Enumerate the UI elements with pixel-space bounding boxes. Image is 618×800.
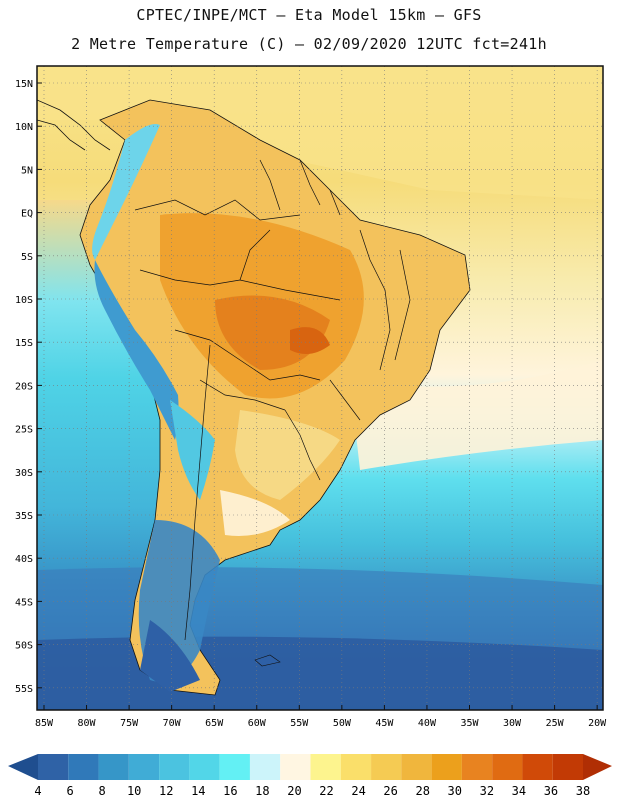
colorbar-label: 24: [351, 784, 365, 798]
latitude-label: 45S: [15, 597, 33, 608]
latitude-label: 30S: [15, 468, 33, 479]
latitude-label: 15S: [15, 338, 33, 349]
southern-cone-warm-region: [235, 410, 340, 500]
colorbar-box: [340, 754, 372, 780]
colorbar-label: 32: [480, 784, 494, 798]
colorbar-label: 26: [383, 784, 397, 798]
falkland-islands: [254, 654, 281, 667]
latitude-label: 55S: [15, 684, 33, 695]
longitude-label: 80W: [78, 718, 97, 729]
longitude-label: 45W: [375, 718, 394, 729]
colorbar-label: 14: [191, 784, 205, 798]
colorbar-label: 12: [159, 784, 173, 798]
colorbar-labels: 4 6 8 10 12 14 16 18 20 22 24 26 28 30 32 34 36 38: [34, 784, 590, 798]
colorbar-label: 6: [66, 784, 73, 798]
andes-south-cool-strip: [170, 400, 215, 500]
longitude-label: 70W: [163, 718, 182, 729]
colorbar-box: [159, 754, 190, 780]
temperature-map: 15N 10N 5N EQ 5S 10S 15S 20S 25S 30S 35S 40S 45S 50S 5…: [15, 65, 607, 729]
colorbar-label: 30: [448, 784, 462, 798]
longitude-label: 75W: [120, 718, 139, 729]
latitude-label: 10N: [15, 122, 33, 133]
longitude-label: 40W: [418, 718, 437, 729]
colorbar-high-arrow: [583, 754, 612, 780]
colorbar-label: 20: [287, 784, 301, 798]
latitude-label: 25S: [15, 425, 33, 436]
colorbar-boxes: [38, 754, 583, 780]
field-layer: [37, 66, 603, 710]
colorbar-box: [522, 754, 553, 780]
andes-north-cold-strip: [92, 124, 160, 260]
colorbar-box: [189, 754, 220, 780]
pampas-mild-region: [220, 490, 290, 536]
colorbar-box: [128, 754, 160, 780]
colorbar-low-arrow: [8, 754, 38, 780]
colorbar-label: 16: [223, 784, 237, 798]
longitude-label: 30W: [503, 718, 522, 729]
latitude-label: 40S: [15, 554, 33, 565]
caribbean-warm-field: [37, 66, 603, 200]
colorbar-box: [68, 754, 99, 780]
colorbar-box: [431, 754, 462, 780]
colorbar-box: [371, 754, 402, 780]
latitude-label: 15N: [15, 79, 33, 90]
far-south-band: [37, 636, 603, 710]
colorbar-box: [492, 754, 523, 780]
peak-heat-spot: [290, 327, 330, 354]
longitude-labels: 85W 80W 75W 70W 65W 60W 55W 50W 45W 40W 35W 30W 25W 2…: [35, 705, 607, 729]
latitude-label: 20S: [15, 381, 33, 392]
longitude-label: 60W: [248, 718, 267, 729]
map-title-line-1: CPTEC/INPE/MCT – Eta Model 15km – GFS: [136, 6, 482, 24]
map-title-line-2: 2 Metre Temperature (C) – 02/09/2020 12U…: [71, 35, 547, 53]
latitude-label: EQ: [21, 209, 33, 220]
colorbar: 4 6 8 10 12 14 16 18 20 22 24 26 28 30 32 34 36 38: [8, 754, 612, 798]
colorbar-label: 36: [544, 784, 558, 798]
latitude-label: 5S: [21, 252, 33, 263]
longitude-label: 25W: [546, 718, 565, 729]
longitude-label: 85W: [35, 718, 54, 729]
longitude-label: 55W: [290, 718, 309, 729]
colorbar-box: [219, 754, 250, 780]
colorbar-box: [38, 754, 69, 780]
longitude-label: 20W: [588, 718, 607, 729]
colorbar-label: 4: [34, 784, 41, 798]
latitude-label: 10S: [15, 295, 33, 306]
andes-central-cold-strip: [94, 260, 179, 440]
longitude-label: 35W: [460, 718, 479, 729]
colorbar-label: 10: [127, 784, 141, 798]
colorbar-box: [552, 754, 583, 780]
colorbar-box: [401, 754, 432, 780]
colorbar-box: [310, 754, 341, 780]
map-frame: [36, 65, 604, 711]
colorbar-label: 8: [99, 784, 106, 798]
longitude-label: 50W: [333, 718, 352, 729]
latitude-label: 35S: [15, 511, 33, 522]
central-america-coast: [37, 99, 111, 151]
colorbar-box: [461, 754, 493, 780]
tierra-del-fuego-cold: [140, 620, 200, 692]
colorbar-box: [280, 754, 311, 780]
lat-lon-grid: [37, 66, 603, 710]
colorbar-label: 38: [576, 784, 590, 798]
country-borders: [134, 159, 411, 641]
latitude-label: 5N: [21, 165, 33, 176]
colorbar-label: 18: [255, 784, 269, 798]
colorbar-box: [98, 754, 129, 780]
longitude-label: 65W: [205, 718, 224, 729]
colorbar-box: [249, 754, 281, 780]
latitude-label: 50S: [15, 641, 33, 652]
colorbar-label: 28: [415, 784, 429, 798]
colorbar-label: 22: [319, 784, 333, 798]
latitude-labels: 15N 10N 5N EQ 5S 10S 15S 20S 25S 30S 35S 40S 45S 50S 5…: [15, 79, 42, 695]
colorbar-label: 34: [512, 784, 526, 798]
